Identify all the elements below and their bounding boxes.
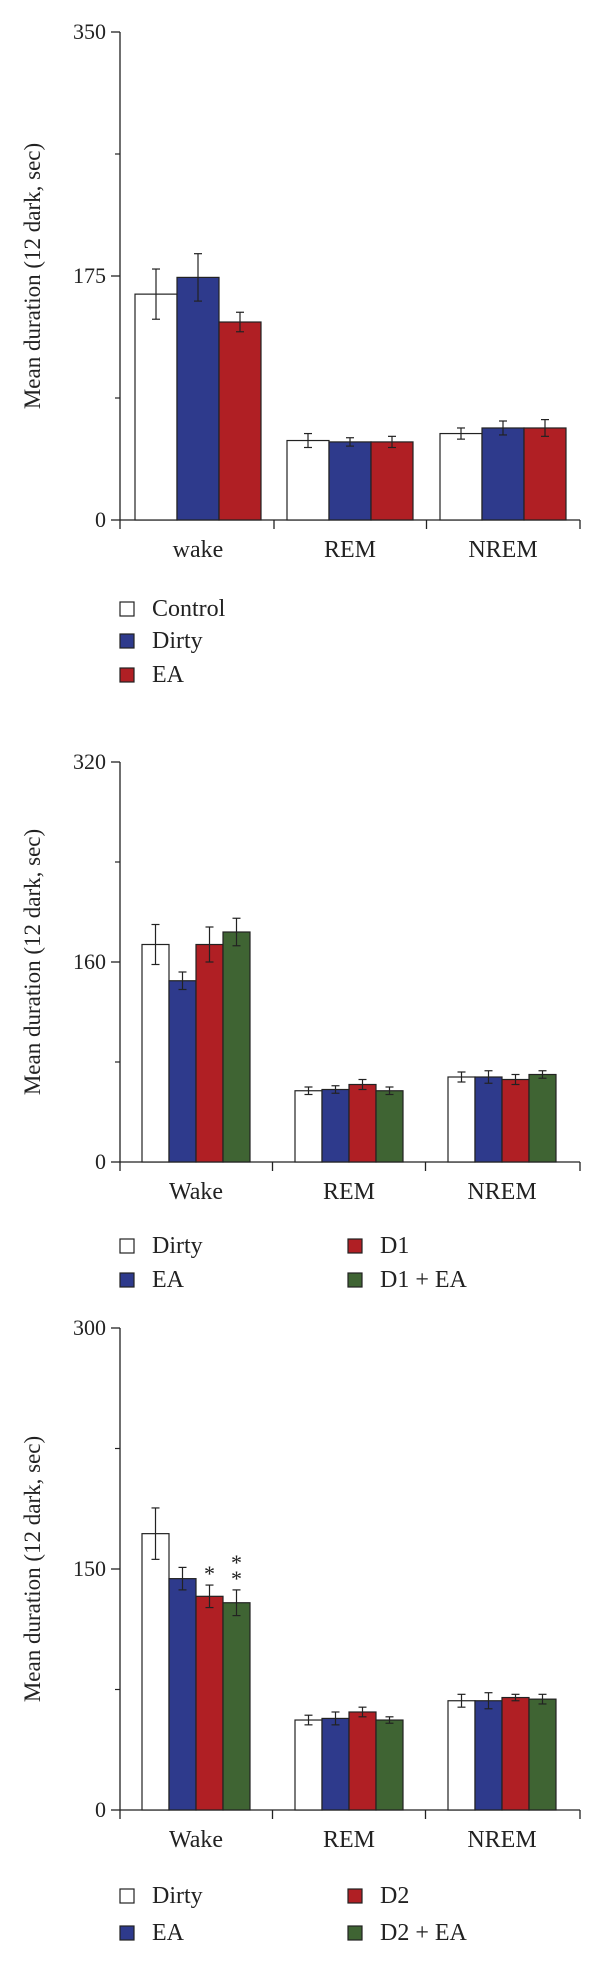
- bar-rem-ea: [321, 1717, 350, 1811]
- legend-swatch: [119, 1888, 135, 1904]
- y-tick-label: 320: [73, 749, 106, 774]
- x-category-label: wake: [173, 537, 224, 563]
- bar-rem-d2: [348, 1711, 377, 1811]
- x-category-label: REM: [324, 537, 376, 563]
- y-tick-label: 0: [95, 507, 106, 532]
- bar-rem-dirty: [294, 1719, 323, 1811]
- x-category-label: REM: [323, 1179, 375, 1205]
- legend-label: D2 + EA: [380, 1920, 468, 1946]
- bar-wake-ea: [168, 1578, 197, 1811]
- bar-wake-dirty: [176, 276, 220, 521]
- significance-marker: *: [231, 1550, 242, 1575]
- legend-swatch: [347, 1925, 363, 1941]
- legend-label: EA: [152, 1920, 185, 1946]
- bar-wake-dirty: [141, 943, 170, 1163]
- bar-wake-d1-ea: [222, 931, 251, 1163]
- bar-nrem-d2-ea: [528, 1698, 557, 1811]
- bar-wake-ea: [168, 980, 197, 1163]
- significance-marker: *: [231, 1566, 242, 1591]
- bar-nrem-dirty: [447, 1700, 476, 1811]
- y-axis-title: Mean duration (12 dark, sec): [20, 1436, 45, 1702]
- legend-label: Control: [152, 596, 226, 622]
- legend-label: Dirty: [152, 628, 203, 654]
- legend-swatch: [119, 1238, 135, 1254]
- x-category-label: NREM: [467, 1179, 536, 1205]
- x-category-label: Wake: [169, 1179, 223, 1205]
- x-category-label: Wake: [169, 1827, 223, 1853]
- bar-wake-d1: [195, 943, 224, 1163]
- legend-label: Dirty: [152, 1883, 203, 1909]
- chart-panel-3: 0 150 300 Mean duration (12 dark, sec) Wake R…: [20, 1315, 581, 1946]
- bar-rem-ea: [321, 1088, 350, 1163]
- bar-wake-control: [134, 293, 178, 521]
- bar-wake-d2: [195, 1595, 224, 1811]
- legend-label: EA: [152, 662, 185, 688]
- legend-swatch: [347, 1272, 363, 1288]
- bar-nrem-dirty: [481, 427, 525, 521]
- legend-swatch: [119, 633, 135, 649]
- legend-swatch: [119, 601, 135, 617]
- chart-panel-2: 0 160 320 Mean duration (12 dark, sec) Wake R…: [20, 749, 581, 1293]
- y-tick-label: 350: [73, 19, 106, 44]
- y-axis-title: Mean duration (12 dark, sec): [20, 829, 45, 1095]
- y-tick-label: 0: [95, 1797, 106, 1822]
- bar-rem-dirty: [328, 441, 372, 521]
- x-category-label: NREM: [468, 537, 537, 563]
- bar-rem-control: [286, 439, 330, 521]
- bar-nrem-d1-ea: [528, 1073, 557, 1163]
- bar-wake-dirty: [141, 1533, 170, 1811]
- y-tick-label: 300: [73, 1315, 106, 1340]
- legend-swatch: [119, 1925, 135, 1941]
- significance-marker: *: [204, 1561, 215, 1586]
- x-category-label: REM: [323, 1827, 375, 1853]
- bar-rem-dirty: [294, 1090, 323, 1163]
- legend-swatch: [119, 1272, 135, 1288]
- bar-nrem-ea: [474, 1076, 503, 1163]
- legend-label: Dirty: [152, 1233, 203, 1259]
- y-tick-label: 0: [95, 1149, 106, 1174]
- bar-rem-d1: [348, 1083, 377, 1163]
- x-category-label: NREM: [467, 1827, 536, 1853]
- y-tick-label: 150: [73, 1556, 106, 1581]
- bar-wake-d2-ea: [222, 1602, 251, 1811]
- legend-swatch: [347, 1888, 363, 1904]
- y-tick-label: 160: [73, 949, 106, 974]
- bar-nrem-ea: [474, 1700, 503, 1811]
- legend-label: EA: [152, 1267, 185, 1293]
- bar-wake-ea: [218, 321, 262, 521]
- y-axis-title: Mean duration (12 dark, sec): [20, 143, 45, 409]
- bar-rem-d2-ea: [375, 1719, 404, 1811]
- bar-nrem-dirty: [447, 1076, 476, 1163]
- bar-rem-d1-ea: [375, 1090, 404, 1163]
- legend-label: D1 + EA: [380, 1267, 468, 1293]
- bar-nrem-ea: [523, 427, 567, 521]
- legend-label: D2: [380, 1883, 409, 1909]
- legend-swatch: [347, 1238, 363, 1254]
- bar-nrem-d2: [501, 1696, 530, 1811]
- legend-swatch: [119, 667, 135, 683]
- y-tick-label: 175: [73, 263, 106, 288]
- bar-nrem-control: [439, 432, 483, 521]
- legend-label: D1: [380, 1233, 409, 1259]
- chart-panel-1: 0 175 350 Mean duration (12 dark, sec) wake R…: [20, 19, 581, 688]
- bar-nrem-d1: [501, 1078, 530, 1163]
- bar-rem-ea: [370, 441, 414, 521]
